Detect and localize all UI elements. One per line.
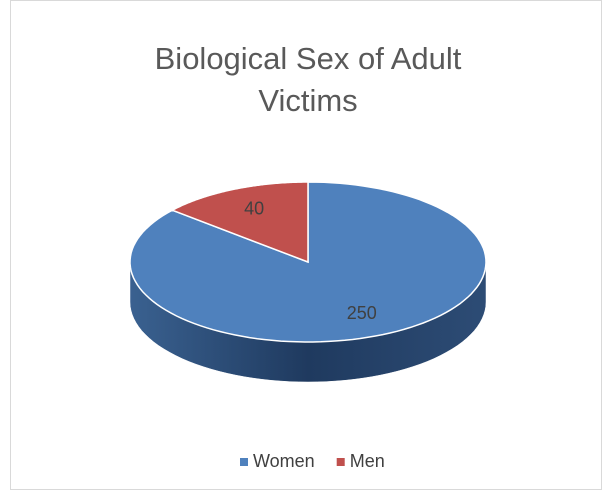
- chart-title: Biological Sex of Adult Victims: [154, 41, 462, 118]
- legend-label: Men: [350, 451, 385, 471]
- legend-swatch: [336, 458, 345, 466]
- legend-label: Women: [253, 451, 315, 471]
- data-label: 250: [347, 303, 377, 323]
- data-label: 40: [244, 198, 264, 218]
- slice: [170, 181, 309, 264]
- chart-border: [10, 0, 602, 490]
- legend-swatch: [240, 458, 248, 466]
